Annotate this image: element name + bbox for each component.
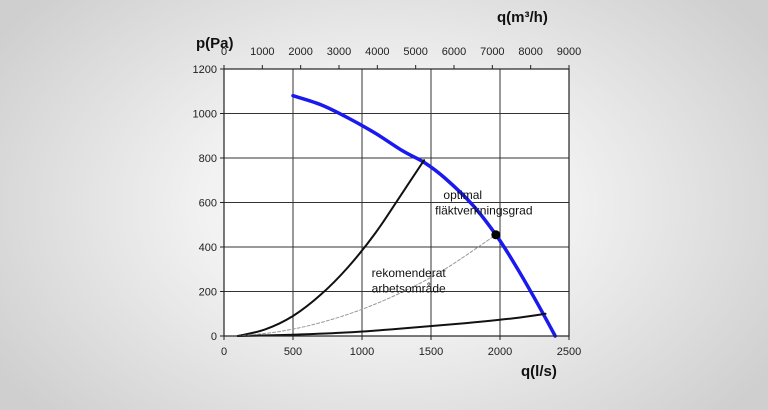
y-tick-label: 600 [199,198,217,210]
x-tick-label: 1500 [419,346,443,358]
x-tick-label: 500 [284,346,302,358]
x2-tick-label: 1000 [250,46,274,58]
annotations: optimal fläktverkningsgrad rekomenderat arb… [372,188,533,295]
system-curve-line-3 [237,234,497,337]
system-curve-line-2 [236,312,547,337]
plot-frame [223,68,570,337]
x-tick-label: 2500 [557,346,581,358]
y-tick-label: 800 [199,153,217,165]
x2-tick-label: 0 [221,46,227,58]
x2-tick-label: 7000 [480,46,504,58]
y-tick-label: 0 [211,331,217,343]
x2-tick-label: 2000 [288,46,312,58]
fan-curve-line [291,93,557,338]
x-tick-label: 2000 [488,346,512,358]
x-tick-label: 1000 [350,346,374,358]
points-group [491,230,501,240]
x-axis-label: q(l/s) [521,363,557,380]
y-tick-label: 400 [199,242,217,254]
y-tick-label: 1200 [193,64,217,76]
x2-tick-label: 3000 [327,46,351,58]
x2-tick-label: 8000 [518,46,542,58]
x2-tick-label: 4000 [365,46,389,58]
x2-tick-label: 9000 [557,46,581,58]
x2-axis-label: q(m³/h) [497,9,548,26]
y-tick-label: 200 [199,287,217,299]
optimal-point [491,230,501,240]
x-tick-label: 0 [221,346,227,358]
annotation-text: arbetsområde [372,282,446,296]
x2-tick-label: 6000 [442,46,466,58]
annotation-text: optimal [443,188,482,202]
annotation-text: fläktverkningsgrad [435,204,532,218]
y-tick-label: 1000 [193,109,217,121]
tick-labels: 0 500 1000 1500 2000 2500 0 200 400 600 800 1000 120… [193,46,582,358]
y-axis-label: p(Pa) [196,35,234,52]
series-group [236,93,557,338]
x2-tick-label: 5000 [403,46,427,58]
annotation-text: rekomenderat [372,266,447,280]
system-curve-line-1 [236,159,426,337]
